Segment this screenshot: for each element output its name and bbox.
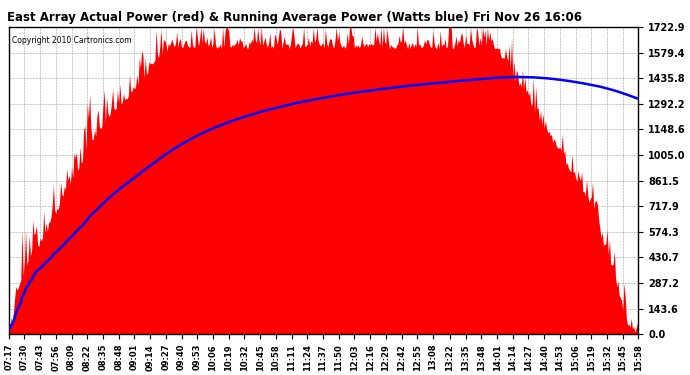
Text: Copyright 2010 Cartronics.com: Copyright 2010 Cartronics.com xyxy=(12,36,131,45)
Text: East Array Actual Power (red) & Running Average Power (Watts blue) Fri Nov 26 16: East Array Actual Power (red) & Running … xyxy=(7,11,582,24)
